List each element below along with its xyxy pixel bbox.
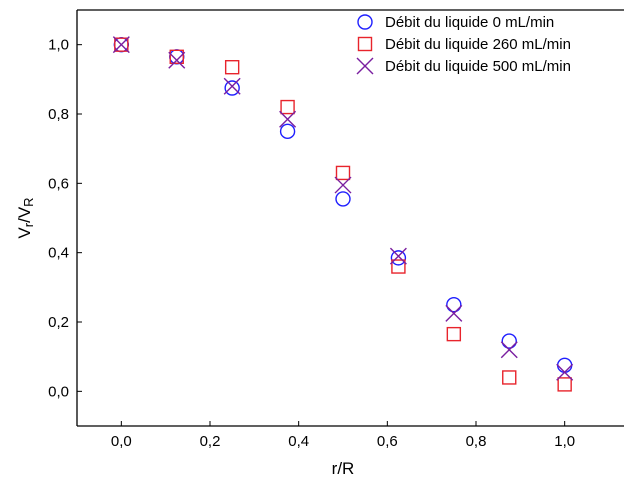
data-point-square [114, 37, 129, 52]
y-axis-title: Vr/VR [15, 197, 36, 238]
data-point-circle [279, 123, 296, 140]
data-point-circle [169, 49, 185, 65]
legend-marker-x [356, 57, 374, 75]
data-point-square [446, 326, 462, 342]
x-tick-label: 0,4 [288, 433, 309, 450]
data-point-square [224, 60, 240, 75]
x-tick-label: 0,6 [377, 433, 398, 450]
legend: Débit du liquide 0 mL/min Débit du liquid… [356, 14, 571, 75]
data-point-circle [390, 250, 407, 266]
data-point-circle [224, 80, 240, 96]
y-tick-label: 0,8 [48, 106, 69, 123]
axes [76, 9, 624, 427]
data-point-x [389, 247, 407, 265]
tick-labels: 0,0 0,2 0,4 0,6 0,8 1,0 0,0 0,2 0,4 0,6 0,8 1,0 [48, 37, 575, 450]
series-1 [113, 36, 573, 374]
data-point-square [391, 259, 406, 274]
data-point-x [223, 77, 241, 95]
data-point-x [279, 110, 297, 128]
y-tick-label: 0,6 [48, 175, 69, 192]
x-axis-title: r/R [332, 459, 355, 478]
series-2 [114, 37, 572, 392]
x-tick-label: 0,0 [111, 433, 132, 450]
y-tick-label: 1,0 [48, 37, 69, 54]
series-3 [112, 36, 574, 381]
legend-entry-label: Débit du liquide 260 mL/min [385, 36, 571, 53]
data-point-square [557, 377, 572, 392]
x-tick-label: 1,0 [554, 433, 575, 450]
y-tick-label: 0,0 [48, 383, 69, 400]
data-point-circle [556, 357, 573, 374]
data-point-square [502, 370, 517, 385]
data-point-x [334, 176, 352, 194]
data-point-circle [335, 191, 351, 207]
legend-entry-label: Débit du liquide 0 mL/min [385, 14, 554, 31]
legend-entry-label: Débit du liquide 500 mL/min [385, 58, 571, 75]
data-point-square [280, 99, 295, 115]
data-point-square [169, 49, 184, 64]
y-tick-label: 0,2 [48, 314, 69, 331]
legend-marker-circle [357, 14, 373, 30]
data-point-x [112, 36, 130, 54]
legend-marker-square [357, 36, 373, 52]
data-point-x [556, 363, 574, 381]
data-point-square [335, 165, 351, 181]
data-point-circle [501, 333, 517, 349]
y-tick-label: 0,4 [48, 245, 69, 262]
x-tick-label: 0,2 [200, 433, 221, 450]
data-point-x [168, 51, 186, 69]
data-marks [112, 36, 574, 392]
data-point-x [500, 341, 518, 359]
data-point-x [445, 304, 463, 322]
x-tick-label: 0,8 [466, 433, 487, 450]
data-point-circle [446, 296, 462, 313]
